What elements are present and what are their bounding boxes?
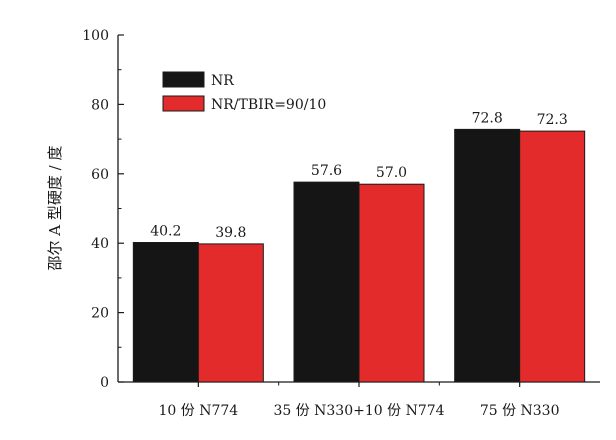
- x-tick-label: 75 份 N330: [480, 403, 560, 419]
- y-tick-label: 0: [100, 375, 109, 391]
- y-axis-label: 邵尔 A 型硬度 / 度: [46, 146, 64, 271]
- bar-value-label: 72.3: [537, 112, 568, 128]
- legend-swatch-nr: [162, 71, 205, 88]
- bar-value-label: 72.8: [472, 110, 503, 126]
- axes: 0 20 40 60 80 100 10 份 N774 35 份 N330+10 份 N774…: [82, 28, 600, 419]
- y-tick-label: 40: [91, 236, 109, 252]
- bar-value-label: 40.2: [150, 224, 181, 240]
- x-tick-label: 10 份 N774: [158, 403, 238, 419]
- bars: [132, 128, 586, 383]
- bar-labels: 40.2 39.8 57.6 57.0 72.8 72.3: [150, 110, 568, 241]
- legend-label: NR: [211, 73, 234, 89]
- bar-nr-tbir: [197, 243, 264, 383]
- bar-nr: [132, 242, 199, 383]
- y-tick-label: 60: [91, 167, 109, 183]
- bar-nr-tbir: [519, 130, 586, 383]
- bar-nr: [293, 181, 360, 383]
- legend-swatch-nr-tbir: [162, 95, 205, 112]
- x-tick-label: 35 份 N330+10 份 N774: [273, 403, 444, 419]
- y-tick-label: 20: [91, 306, 109, 322]
- bar-nr-tbir: [358, 183, 425, 383]
- y-tick-label: 80: [91, 97, 109, 113]
- bar-value-label: 57.6: [311, 163, 342, 179]
- y-tick-label: 100: [82, 28, 109, 44]
- legend: NR NR/TBIR=90/10: [162, 71, 326, 113]
- bar-nr: [454, 128, 521, 383]
- bar-value-label: 39.8: [215, 225, 246, 241]
- bar-value-label: 57.0: [376, 165, 407, 181]
- legend-label: NR/TBIR=90/10: [211, 97, 326, 113]
